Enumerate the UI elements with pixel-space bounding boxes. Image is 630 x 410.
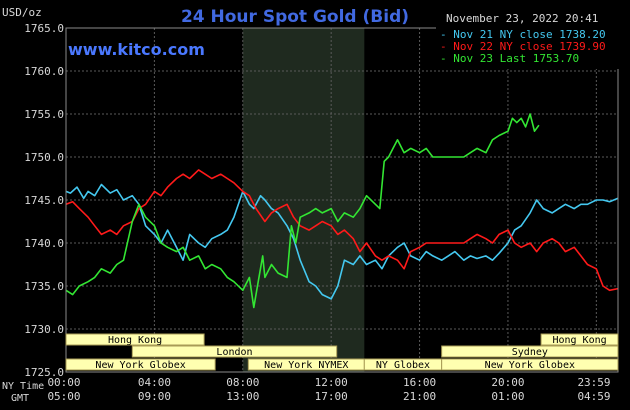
- market-label: NY Globex: [376, 360, 430, 371]
- x-tick-gmt: 17:00: [315, 390, 348, 403]
- market-label: Sydney: [512, 347, 548, 358]
- gmt-label: GMT: [11, 393, 29, 404]
- y-tick-label: 1740.0: [24, 237, 64, 250]
- market-bar: [441, 345, 619, 358]
- market-bar: [65, 358, 216, 371]
- y-tick-label: 1760.0: [24, 65, 64, 78]
- timestamp: November 23, 2022 20:41: [446, 12, 598, 25]
- series-line-nov21: [65, 183, 619, 300]
- legend-box: [436, 27, 619, 69]
- x-tick-ny: 23:59: [577, 376, 610, 389]
- x-tick-gmt: 04:59: [577, 390, 610, 403]
- ny-time-label: NY Time: [2, 381, 44, 392]
- chart-title: 24 Hour Spot Gold (Bid): [181, 7, 409, 27]
- x-tick-ny: 20:00: [491, 376, 524, 389]
- x-tick-ny: 04:00: [138, 376, 171, 389]
- market-sessions: Hong Kong Hong Kong London New York NYMEX NY…: [65, 333, 619, 371]
- x-tick-ny: 08:00: [226, 376, 259, 389]
- y-tick-label: 1745.0: [24, 194, 64, 207]
- legend: - Nov 21 NY close 1738.20- Nov 22 NY clo…: [436, 27, 619, 69]
- x-tick-gmt: 01:00: [491, 390, 524, 403]
- market-label: London: [216, 347, 252, 358]
- market-label: New York Globex: [95, 360, 185, 371]
- market-label: Hong Kong: [552, 335, 606, 346]
- legend-entry-nov21: - Nov 21 NY close 1738.20: [440, 28, 606, 41]
- y-tick-label: 1735.0: [24, 280, 64, 293]
- market-bar: [540, 333, 619, 346]
- x-tick-ny: 12:00: [315, 376, 348, 389]
- legend-entry-nov22: - Nov 22 NY close 1739.90: [440, 40, 606, 53]
- x-tick-gmt: 05:00: [47, 390, 80, 403]
- series-line-nov22: [65, 169, 619, 292]
- x-tick-ny: 16:00: [403, 376, 436, 389]
- legend-entry-nov23: - Nov 23 Last 1753.70: [440, 52, 579, 65]
- x-tick-gmt: 21:00: [403, 390, 436, 403]
- market-bar: [441, 358, 619, 371]
- market-label: New York Globex: [485, 360, 575, 371]
- y-tick-label: 1765.0: [24, 22, 64, 35]
- series-layer: [65, 113, 619, 309]
- x-tick-ny: 00:00: [47, 376, 80, 389]
- plot-frame: [65, 27, 619, 373]
- y-tick-label: 1730.0: [24, 323, 64, 336]
- y-tick-label: 1750.0: [24, 151, 64, 164]
- x-tick-gmt: 09:00: [138, 390, 171, 403]
- market-bar: [65, 333, 205, 346]
- y-tick-label: 1725.0: [24, 366, 64, 379]
- market-label: Hong Kong: [108, 335, 162, 346]
- x-tick-gmt: 13:00: [226, 390, 259, 403]
- grid-lines: [65, 27, 618, 373]
- y-axis-ticks: 1725.0 1730.0 1735.0 1740.0 1745.0 1750.0 1755…: [24, 22, 64, 379]
- market-label: New York NYMEX: [264, 360, 348, 371]
- series-line-nov23: [65, 113, 540, 309]
- y-tick-label: 1755.0: [24, 108, 64, 121]
- y-axis-unit: USD/oz: [2, 6, 42, 19]
- site-url: www.kitco.com: [68, 40, 205, 59]
- market-bar: [131, 345, 338, 358]
